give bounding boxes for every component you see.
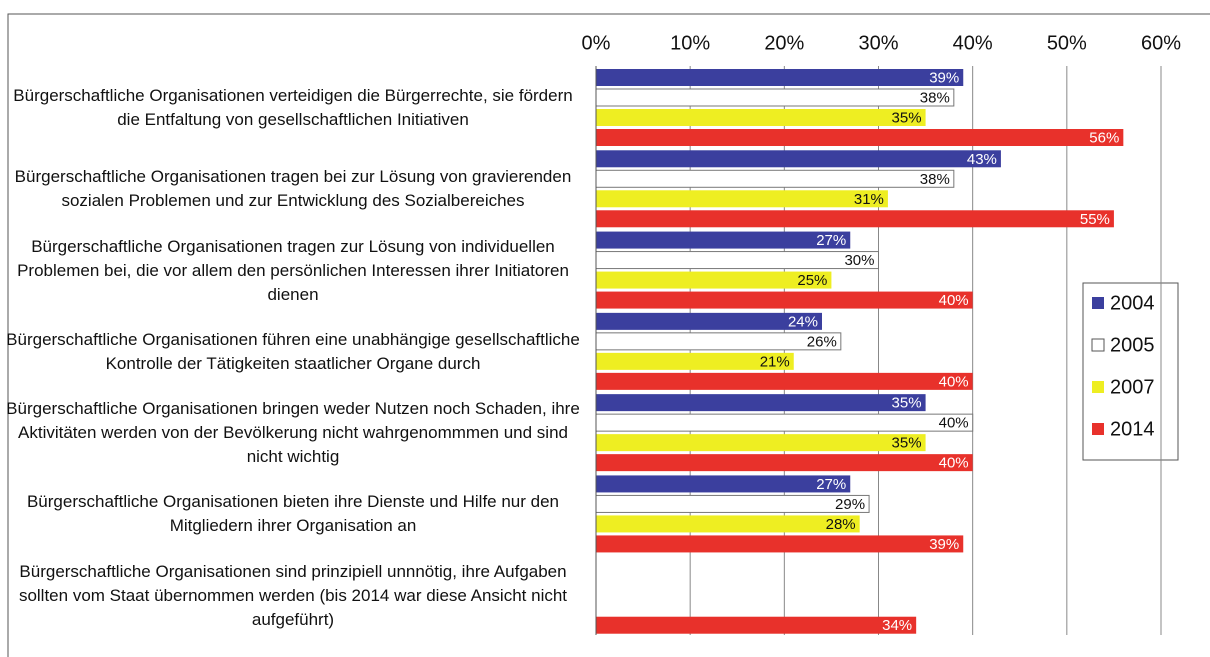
value-label: 21% (760, 353, 790, 370)
legend-label: 2005 (1110, 334, 1155, 356)
legend-swatch (1092, 297, 1104, 309)
legend-label: 2004 (1110, 292, 1155, 314)
value-label: 55% (1080, 211, 1110, 228)
value-label: 27% (816, 476, 846, 493)
value-label: 56% (1089, 129, 1119, 146)
value-label: 39% (929, 536, 959, 553)
bar (596, 231, 851, 249)
category-label: Bürgerschaftliche Organisationen sind pr… (18, 561, 568, 629)
x-tick-label: 0% (582, 32, 611, 54)
bar (596, 515, 860, 533)
bar (596, 150, 1001, 168)
bar (595, 251, 879, 270)
value-label: 35% (892, 395, 922, 412)
bar (595, 413, 974, 432)
value-label: 40% (939, 373, 969, 390)
bar (595, 88, 955, 107)
value-label: 43% (967, 151, 997, 168)
x-tick-label: 50% (1047, 32, 1087, 54)
x-tick-label: 10% (670, 32, 710, 54)
bar (596, 190, 888, 208)
x-tick-label: 30% (858, 32, 898, 54)
bar (596, 352, 794, 370)
value-label: 38% (920, 89, 950, 106)
legend-swatch (1092, 423, 1104, 435)
legend-swatch (1091, 338, 1105, 352)
bar (596, 434, 926, 452)
bar (596, 394, 926, 412)
bar (596, 129, 1124, 146)
value-label: 27% (816, 232, 846, 249)
value-label: 40% (939, 415, 969, 432)
value-label: 24% (788, 313, 818, 330)
value-label: 35% (892, 109, 922, 126)
bar (595, 494, 870, 513)
value-label: 39% (929, 69, 959, 86)
bar (596, 210, 1114, 228)
value-label: 30% (844, 252, 874, 269)
legend-label: 2007 (1110, 376, 1155, 398)
value-label: 38% (920, 171, 950, 188)
bar (596, 271, 832, 289)
value-label: 31% (854, 191, 884, 208)
bar (596, 616, 917, 634)
category-label: Bürgerschaftliche Organisationen verteid… (13, 86, 573, 129)
category-label: Bürgerschaftliche Organisationen bringen… (6, 399, 580, 467)
value-label: 40% (939, 292, 969, 309)
value-label: 26% (807, 333, 837, 350)
bar (596, 312, 822, 330)
value-label: 28% (826, 516, 856, 533)
category-label: Bürgerschaftliche Organisationen tragen … (17, 236, 569, 304)
category-label: Bürgerschaftliche Organisationen tragen … (14, 167, 572, 211)
value-label: 29% (835, 496, 865, 513)
category-label: Bürgerschaftliche Organisationen führen … (6, 329, 580, 373)
frame (7, 13, 1210, 657)
value-label: 25% (797, 272, 827, 289)
bar (595, 332, 842, 351)
category-label: Bürgerschaftliche Organisationen bieten … (26, 492, 560, 536)
bar (596, 535, 964, 553)
bar (596, 372, 973, 390)
value-label: 34% (882, 617, 912, 634)
bar (596, 69, 964, 86)
bar (596, 291, 973, 309)
x-tick-label: 20% (764, 32, 804, 54)
bar (595, 169, 955, 188)
legend-label: 2014 (1110, 418, 1155, 440)
legend-swatch (1092, 381, 1104, 393)
value-label: 35% (892, 435, 922, 452)
bar (596, 454, 973, 472)
bar (596, 109, 926, 126)
bar (596, 475, 851, 493)
x-tick-label: 40% (953, 32, 993, 54)
x-tick-label: 60% (1141, 32, 1181, 54)
value-label: 40% (939, 455, 969, 472)
